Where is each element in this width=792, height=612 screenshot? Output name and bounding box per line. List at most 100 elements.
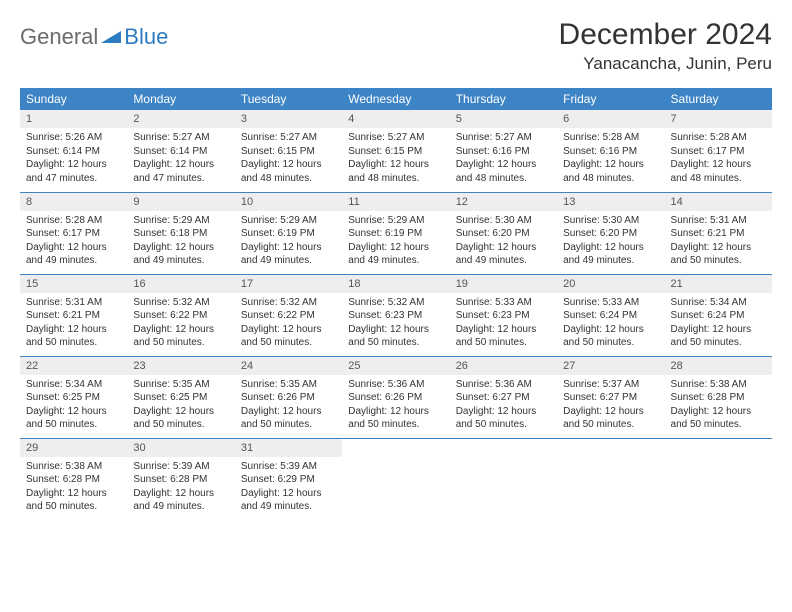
daylight-text: and 50 minutes.	[26, 336, 121, 350]
daylight-text: Daylight: 12 hours	[563, 323, 658, 337]
day-number: 27	[557, 357, 664, 375]
calendar-cell: 11Sunrise: 5:29 AMSunset: 6:19 PMDayligh…	[342, 192, 449, 274]
calendar-week-row: 8Sunrise: 5:28 AMSunset: 6:17 PMDaylight…	[20, 192, 772, 274]
calendar-table: Sunday Monday Tuesday Wednesday Thursday…	[20, 88, 772, 520]
day-details: Sunrise: 5:36 AMSunset: 6:26 PMDaylight:…	[342, 375, 449, 436]
day-details: Sunrise: 5:29 AMSunset: 6:18 PMDaylight:…	[127, 211, 234, 272]
logo-text-general: General	[20, 24, 98, 50]
daylight-text: and 50 minutes.	[133, 418, 228, 432]
day-number: 31	[235, 439, 342, 457]
daylight-text: Daylight: 12 hours	[26, 241, 121, 255]
daylight-text: and 50 minutes.	[563, 336, 658, 350]
day-details: Sunrise: 5:31 AMSunset: 6:21 PMDaylight:…	[665, 211, 772, 272]
day-details: Sunrise: 5:27 AMSunset: 6:14 PMDaylight:…	[127, 128, 234, 189]
daylight-text: Daylight: 12 hours	[563, 158, 658, 172]
day-number: 1	[20, 110, 127, 128]
daylight-text: Daylight: 12 hours	[133, 323, 228, 337]
calendar-cell: 13Sunrise: 5:30 AMSunset: 6:20 PMDayligh…	[557, 192, 664, 274]
sunrise-text: Sunrise: 5:29 AM	[241, 214, 336, 228]
daylight-text: and 48 minutes.	[456, 172, 551, 186]
day-details: Sunrise: 5:28 AMSunset: 6:16 PMDaylight:…	[557, 128, 664, 189]
calendar-cell: 20Sunrise: 5:33 AMSunset: 6:24 PMDayligh…	[557, 274, 664, 356]
day-number: 13	[557, 193, 664, 211]
day-number: 11	[342, 193, 449, 211]
day-details: Sunrise: 5:29 AMSunset: 6:19 PMDaylight:…	[235, 211, 342, 272]
sunset-text: Sunset: 6:19 PM	[348, 227, 443, 241]
sunrise-text: Sunrise: 5:27 AM	[456, 131, 551, 145]
sunset-text: Sunset: 6:28 PM	[26, 473, 121, 487]
logo: General Blue	[20, 24, 168, 50]
sunset-text: Sunset: 6:17 PM	[671, 145, 766, 159]
calendar-cell: 27Sunrise: 5:37 AMSunset: 6:27 PMDayligh…	[557, 356, 664, 438]
calendar-cell: 18Sunrise: 5:32 AMSunset: 6:23 PMDayligh…	[342, 274, 449, 356]
calendar-cell: 31Sunrise: 5:39 AMSunset: 6:29 PMDayligh…	[235, 438, 342, 520]
calendar-cell: 24Sunrise: 5:35 AMSunset: 6:26 PMDayligh…	[235, 356, 342, 438]
day-number: 6	[557, 110, 664, 128]
day-details: Sunrise: 5:33 AMSunset: 6:23 PMDaylight:…	[450, 293, 557, 354]
day-details: Sunrise: 5:39 AMSunset: 6:29 PMDaylight:…	[235, 457, 342, 518]
header: General Blue December 2024 Yanacancha, J…	[20, 18, 772, 74]
sunrise-text: Sunrise: 5:28 AM	[671, 131, 766, 145]
daylight-text: Daylight: 12 hours	[456, 405, 551, 419]
sunset-text: Sunset: 6:27 PM	[563, 391, 658, 405]
day-details: Sunrise: 5:30 AMSunset: 6:20 PMDaylight:…	[557, 211, 664, 272]
calendar-cell: 25Sunrise: 5:36 AMSunset: 6:26 PMDayligh…	[342, 356, 449, 438]
sunset-text: Sunset: 6:23 PM	[456, 309, 551, 323]
sunset-text: Sunset: 6:14 PM	[133, 145, 228, 159]
day-number: 16	[127, 275, 234, 293]
sunset-text: Sunset: 6:19 PM	[241, 227, 336, 241]
daylight-text: and 49 minutes.	[26, 254, 121, 268]
day-details: Sunrise: 5:32 AMSunset: 6:22 PMDaylight:…	[127, 293, 234, 354]
sunrise-text: Sunrise: 5:27 AM	[241, 131, 336, 145]
sunset-text: Sunset: 6:18 PM	[133, 227, 228, 241]
sunrise-text: Sunrise: 5:33 AM	[563, 296, 658, 310]
sunrise-text: Sunrise: 5:32 AM	[241, 296, 336, 310]
calendar-cell: 22Sunrise: 5:34 AMSunset: 6:25 PMDayligh…	[20, 356, 127, 438]
daylight-text: and 49 minutes.	[348, 254, 443, 268]
calendar-cell: 16Sunrise: 5:32 AMSunset: 6:22 PMDayligh…	[127, 274, 234, 356]
day-details: Sunrise: 5:34 AMSunset: 6:25 PMDaylight:…	[20, 375, 127, 436]
sunset-text: Sunset: 6:29 PM	[241, 473, 336, 487]
day-details: Sunrise: 5:27 AMSunset: 6:15 PMDaylight:…	[235, 128, 342, 189]
sunrise-text: Sunrise: 5:32 AM	[133, 296, 228, 310]
daylight-text: Daylight: 12 hours	[26, 323, 121, 337]
daylight-text: and 50 minutes.	[26, 500, 121, 514]
daylight-text: and 50 minutes.	[671, 418, 766, 432]
weekday-header: Friday	[557, 88, 664, 110]
sunset-text: Sunset: 6:23 PM	[348, 309, 443, 323]
daylight-text: Daylight: 12 hours	[241, 241, 336, 255]
daylight-text: Daylight: 12 hours	[348, 323, 443, 337]
daylight-text: Daylight: 12 hours	[133, 487, 228, 501]
daylight-text: Daylight: 12 hours	[671, 241, 766, 255]
sunrise-text: Sunrise: 5:29 AM	[348, 214, 443, 228]
sunrise-text: Sunrise: 5:27 AM	[348, 131, 443, 145]
sunset-text: Sunset: 6:21 PM	[26, 309, 121, 323]
month-title: December 2024	[559, 18, 772, 52]
daylight-text: and 49 minutes.	[241, 254, 336, 268]
sunrise-text: Sunrise: 5:32 AM	[348, 296, 443, 310]
sunset-text: Sunset: 6:17 PM	[26, 227, 121, 241]
sunrise-text: Sunrise: 5:34 AM	[26, 378, 121, 392]
day-details: Sunrise: 5:28 AMSunset: 6:17 PMDaylight:…	[665, 128, 772, 189]
daylight-text: Daylight: 12 hours	[671, 158, 766, 172]
daylight-text: and 48 minutes.	[671, 172, 766, 186]
sunrise-text: Sunrise: 5:39 AM	[241, 460, 336, 474]
sunrise-text: Sunrise: 5:27 AM	[133, 131, 228, 145]
sunset-text: Sunset: 6:15 PM	[348, 145, 443, 159]
day-details: Sunrise: 5:27 AMSunset: 6:16 PMDaylight:…	[450, 128, 557, 189]
sunset-text: Sunset: 6:26 PM	[241, 391, 336, 405]
title-block: December 2024 Yanacancha, Junin, Peru	[559, 18, 772, 74]
daylight-text: Daylight: 12 hours	[456, 323, 551, 337]
day-number: 20	[557, 275, 664, 293]
day-details: Sunrise: 5:32 AMSunset: 6:22 PMDaylight:…	[235, 293, 342, 354]
daylight-text: and 47 minutes.	[26, 172, 121, 186]
sunrise-text: Sunrise: 5:30 AM	[563, 214, 658, 228]
sunset-text: Sunset: 6:22 PM	[241, 309, 336, 323]
daylight-text: and 49 minutes.	[133, 254, 228, 268]
daylight-text: Daylight: 12 hours	[348, 158, 443, 172]
day-details: Sunrise: 5:31 AMSunset: 6:21 PMDaylight:…	[20, 293, 127, 354]
day-details: Sunrise: 5:37 AMSunset: 6:27 PMDaylight:…	[557, 375, 664, 436]
calendar-cell: 26Sunrise: 5:36 AMSunset: 6:27 PMDayligh…	[450, 356, 557, 438]
day-details: Sunrise: 5:35 AMSunset: 6:26 PMDaylight:…	[235, 375, 342, 436]
weekday-header: Thursday	[450, 88, 557, 110]
